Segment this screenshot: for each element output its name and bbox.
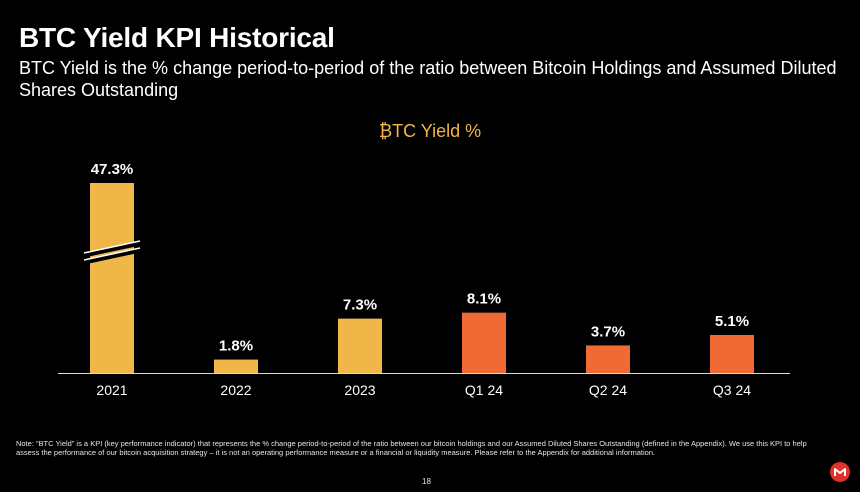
page-subtitle: BTC Yield is the % change period-to-peri… bbox=[19, 58, 837, 100]
data-label-2021: 47.3% bbox=[91, 161, 134, 178]
data-label-2022: 1.8% bbox=[219, 338, 253, 355]
x-tick-label-2021: 2021 bbox=[96, 382, 127, 398]
chart-title: ₿TC Yield % bbox=[378, 121, 482, 141]
x-tick-label-2022: 2022 bbox=[220, 382, 251, 398]
bar-2023 bbox=[338, 318, 382, 373]
axis-break-gap bbox=[83, 240, 141, 265]
x-tick-label-q1-24: Q1 24 bbox=[465, 382, 503, 398]
data-label-q1-24: 8.1% bbox=[467, 291, 501, 308]
footnote: Note: “BTC Yield” is a KPI (key performa… bbox=[16, 439, 807, 458]
microstrategy-logo-icon bbox=[830, 462, 850, 482]
bar-2022 bbox=[214, 359, 258, 373]
page-number: 18 bbox=[422, 477, 431, 486]
x-tick-label-2023: 2023 bbox=[344, 382, 375, 398]
bar-q2-24 bbox=[586, 345, 630, 373]
data-label-q2-24: 3.7% bbox=[591, 323, 625, 340]
axis-break-mark bbox=[83, 240, 141, 261]
data-label-q3-24: 5.1% bbox=[715, 313, 749, 330]
page-title: BTC Yield KPI Historical bbox=[19, 22, 335, 53]
bar-2021 bbox=[90, 183, 134, 373]
data-label-2023: 7.3% bbox=[343, 297, 377, 314]
x-tick-label-q2-24: Q2 24 bbox=[589, 382, 627, 398]
bar-q3-24 bbox=[710, 335, 754, 373]
bar-q1-24 bbox=[462, 312, 506, 373]
x-tick-label-q3-24: Q3 24 bbox=[713, 382, 751, 398]
